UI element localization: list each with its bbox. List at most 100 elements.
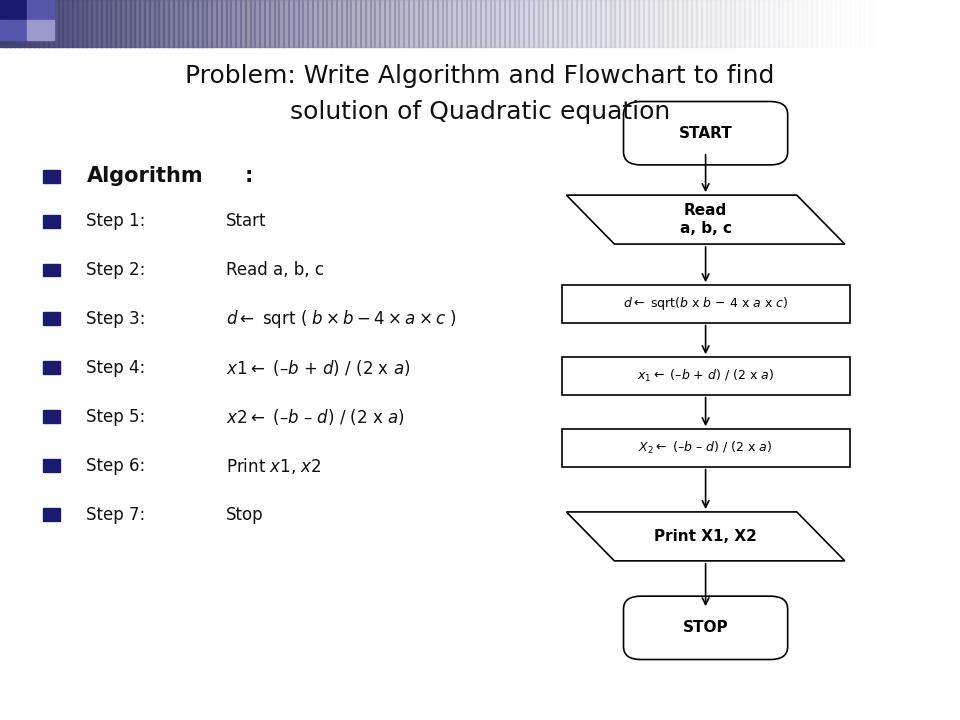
Bar xyxy=(749,0,755,47)
Bar xyxy=(173,0,179,47)
Bar xyxy=(576,0,582,47)
Bar xyxy=(187,0,193,47)
Bar xyxy=(389,0,395,47)
Bar xyxy=(158,0,164,47)
Bar xyxy=(106,0,111,47)
Bar xyxy=(34,0,39,47)
Bar xyxy=(130,0,135,47)
Bar xyxy=(758,0,764,47)
Bar xyxy=(494,0,500,47)
Bar xyxy=(562,285,850,323)
Bar xyxy=(662,0,668,47)
Bar xyxy=(523,0,529,47)
Bar xyxy=(110,0,116,47)
Bar xyxy=(715,0,721,47)
Text: :: : xyxy=(245,166,253,186)
Text: Print X1, X2: Print X1, X2 xyxy=(654,529,757,544)
Bar xyxy=(427,0,433,47)
Text: Start: Start xyxy=(226,212,266,230)
Bar xyxy=(480,0,486,47)
Bar xyxy=(120,0,126,47)
Text: $x_1 \leftarrow$ (–$b$ + $d$) / (2 x $a$): $x_1 \leftarrow$ (–$b$ + $d$) / (2 x $a$… xyxy=(637,368,774,384)
Bar xyxy=(830,0,836,47)
Bar xyxy=(562,357,850,395)
Bar xyxy=(461,0,467,47)
Bar xyxy=(893,0,899,47)
Bar xyxy=(744,0,750,47)
Bar xyxy=(43,508,60,521)
Bar xyxy=(365,0,371,47)
Text: Step 4:: Step 4: xyxy=(86,359,146,377)
Bar xyxy=(898,0,903,47)
Bar xyxy=(696,0,702,47)
Text: Read
a, b, c: Read a, b, c xyxy=(680,203,732,236)
Bar xyxy=(274,0,279,47)
Bar xyxy=(216,0,222,47)
Bar xyxy=(5,0,11,47)
Bar xyxy=(840,0,846,47)
Bar xyxy=(878,0,884,47)
Bar xyxy=(619,0,625,47)
Bar xyxy=(283,0,289,47)
Bar xyxy=(605,0,611,47)
Bar xyxy=(202,0,207,47)
Bar xyxy=(0,20,27,40)
Bar xyxy=(14,0,20,47)
Text: Stop: Stop xyxy=(226,506,263,524)
Text: Step 7:: Step 7: xyxy=(86,506,146,524)
Bar xyxy=(936,0,942,47)
Bar xyxy=(43,264,60,276)
Bar xyxy=(0,0,6,47)
Bar xyxy=(139,0,145,47)
Bar xyxy=(82,0,87,47)
Bar xyxy=(821,0,827,47)
Bar xyxy=(533,0,539,47)
Bar xyxy=(562,0,567,47)
Bar xyxy=(317,0,323,47)
Bar xyxy=(115,0,121,47)
Bar xyxy=(773,0,779,47)
Bar xyxy=(802,0,807,47)
Text: $d \leftarrow$ sqrt($b$ x $b$ $-$ 4 x $a$ x $c$): $d \leftarrow$ sqrt($b$ x $b$ $-$ 4 x $a… xyxy=(623,295,788,312)
Bar xyxy=(72,0,78,47)
Bar xyxy=(864,0,870,47)
Bar xyxy=(586,0,591,47)
Text: Algorithm: Algorithm xyxy=(86,166,203,186)
Bar xyxy=(394,0,399,47)
Bar xyxy=(27,0,54,20)
Bar xyxy=(24,0,30,47)
Bar xyxy=(77,0,83,47)
Bar xyxy=(629,0,635,47)
Bar xyxy=(418,0,423,47)
Bar xyxy=(490,0,495,47)
Bar xyxy=(341,0,347,47)
Bar xyxy=(763,0,769,47)
Bar xyxy=(485,0,491,47)
Bar xyxy=(336,0,342,47)
Bar xyxy=(403,0,409,47)
Bar xyxy=(638,0,644,47)
Bar xyxy=(504,0,510,47)
Bar xyxy=(408,0,414,47)
Bar xyxy=(600,0,606,47)
Bar xyxy=(614,0,620,47)
Bar xyxy=(547,0,553,47)
Text: Step 2:: Step 2: xyxy=(86,261,146,279)
Bar xyxy=(571,0,577,47)
Bar xyxy=(413,0,419,47)
Bar xyxy=(226,0,231,47)
Bar xyxy=(787,0,793,47)
Bar xyxy=(446,0,452,47)
Bar xyxy=(528,0,534,47)
Text: Print $x1$, $x2$: Print $x1$, $x2$ xyxy=(226,456,322,476)
Text: Step 5:: Step 5: xyxy=(86,408,146,426)
Bar xyxy=(312,0,318,47)
Bar xyxy=(845,0,851,47)
Bar xyxy=(43,170,60,183)
Bar xyxy=(634,0,639,47)
Text: $X_2 \leftarrow$ (–$b$ – $d$) / (2 x $a$): $X_2 \leftarrow$ (–$b$ – $d$) / (2 x $a$… xyxy=(638,440,773,456)
Bar xyxy=(38,0,44,47)
Bar xyxy=(552,0,558,47)
Bar xyxy=(730,0,735,47)
Bar xyxy=(355,0,361,47)
